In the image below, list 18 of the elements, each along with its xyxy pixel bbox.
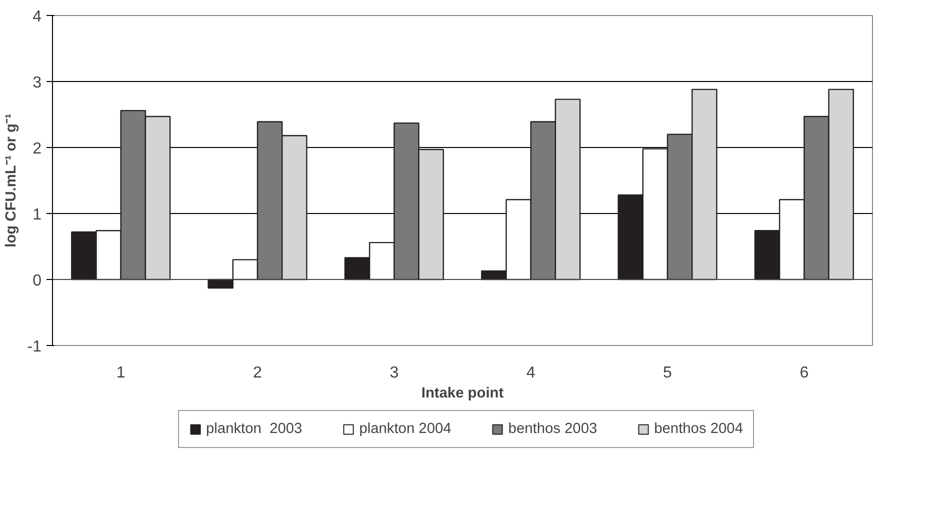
legend-label: plankton 2004	[359, 421, 452, 437]
y-tick-label: 2	[32, 140, 42, 158]
legend-label: benthos 2004	[654, 421, 743, 437]
legend-label: plankton 2003	[206, 421, 302, 437]
y-axis-title: log CFU.mL⁻¹ or g⁻¹	[3, 114, 20, 248]
x-tick-label: 4	[526, 364, 536, 382]
y-tick-label: 4	[32, 8, 42, 26]
x-tick-label: 5	[663, 364, 672, 382]
x-tick-label: 3	[390, 364, 399, 382]
y-tick-label: 1	[32, 206, 42, 224]
y-tick-label: 3	[32, 74, 42, 92]
x-tick-label: 1	[116, 364, 126, 382]
y-tick-label: -1	[27, 338, 42, 356]
legend-label: benthos 2003	[508, 421, 598, 437]
x-tick-label: 6	[800, 364, 809, 382]
x-axis-title: Intake point	[421, 386, 504, 402]
y-tick-label: 0	[32, 272, 42, 290]
x-tick-label: 2	[253, 364, 262, 382]
